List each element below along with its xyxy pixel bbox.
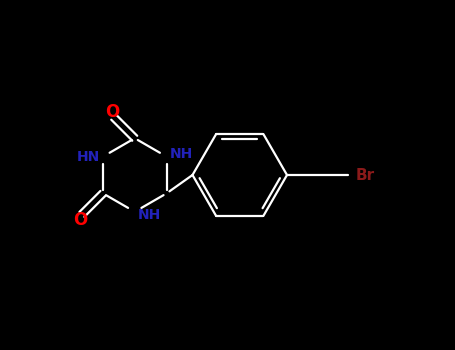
Text: NH: NH xyxy=(169,147,192,161)
Text: NH: NH xyxy=(137,208,161,222)
Text: O: O xyxy=(105,103,119,121)
Text: O: O xyxy=(73,211,87,229)
Text: HN: HN xyxy=(77,150,100,164)
Text: Br: Br xyxy=(355,168,374,182)
